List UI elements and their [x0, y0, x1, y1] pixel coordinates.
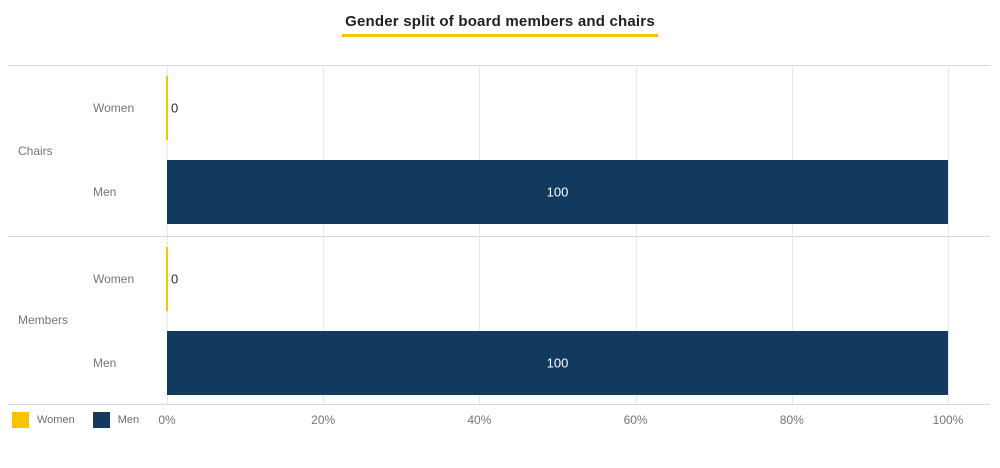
bar-chairs-men	[167, 160, 948, 224]
x-tick-label: 60%	[623, 413, 648, 427]
x-axis-line	[8, 404, 990, 405]
bar-members-men	[167, 331, 948, 395]
gridline-80	[791, 65, 793, 404]
gridline-40	[479, 65, 481, 404]
bar-members-women	[166, 247, 168, 311]
legend: Women Men	[12, 412, 139, 428]
chart-title: Gender split of board members and chairs	[342, 13, 658, 37]
category-label-women: Women	[93, 272, 135, 286]
group-label-members: Members	[18, 313, 69, 327]
bar-value-label: 100	[546, 184, 569, 200]
legend-swatch-women-icon	[12, 412, 29, 428]
gridline-20	[323, 65, 325, 404]
plot-top-border	[8, 65, 990, 66]
bar-value-label: 0	[171, 100, 179, 116]
x-tick-label: 100%	[932, 413, 964, 427]
bar-value-label: 100	[546, 355, 569, 371]
gridline-100	[948, 65, 949, 404]
legend-label-women: Women	[37, 414, 75, 426]
x-tick-label: 40%	[467, 413, 492, 427]
chart-title-row: Gender split of board members and chairs	[0, 13, 1000, 37]
legend-swatch-men-icon	[92, 412, 110, 428]
gridline-0	[167, 65, 168, 404]
section-divider	[8, 236, 990, 237]
x-tick-label: 0%	[158, 413, 176, 427]
x-tick-label: 80%	[779, 413, 804, 427]
group-label-chairs: Chairs	[18, 143, 53, 158]
legend-item-men[interactable]: Men	[92, 412, 140, 428]
bar-chairs-women	[166, 76, 168, 140]
legend-label-men: Men	[117, 414, 140, 426]
category-label-men: Men	[93, 185, 117, 199]
category-label-men: Men	[93, 356, 117, 370]
legend-item-women[interactable]: Women	[12, 412, 75, 428]
bar-value-label: 0	[171, 271, 179, 287]
category-label-women: Women	[93, 101, 135, 115]
gridline-60	[635, 65, 637, 404]
x-tick-label: 20%	[311, 413, 336, 427]
